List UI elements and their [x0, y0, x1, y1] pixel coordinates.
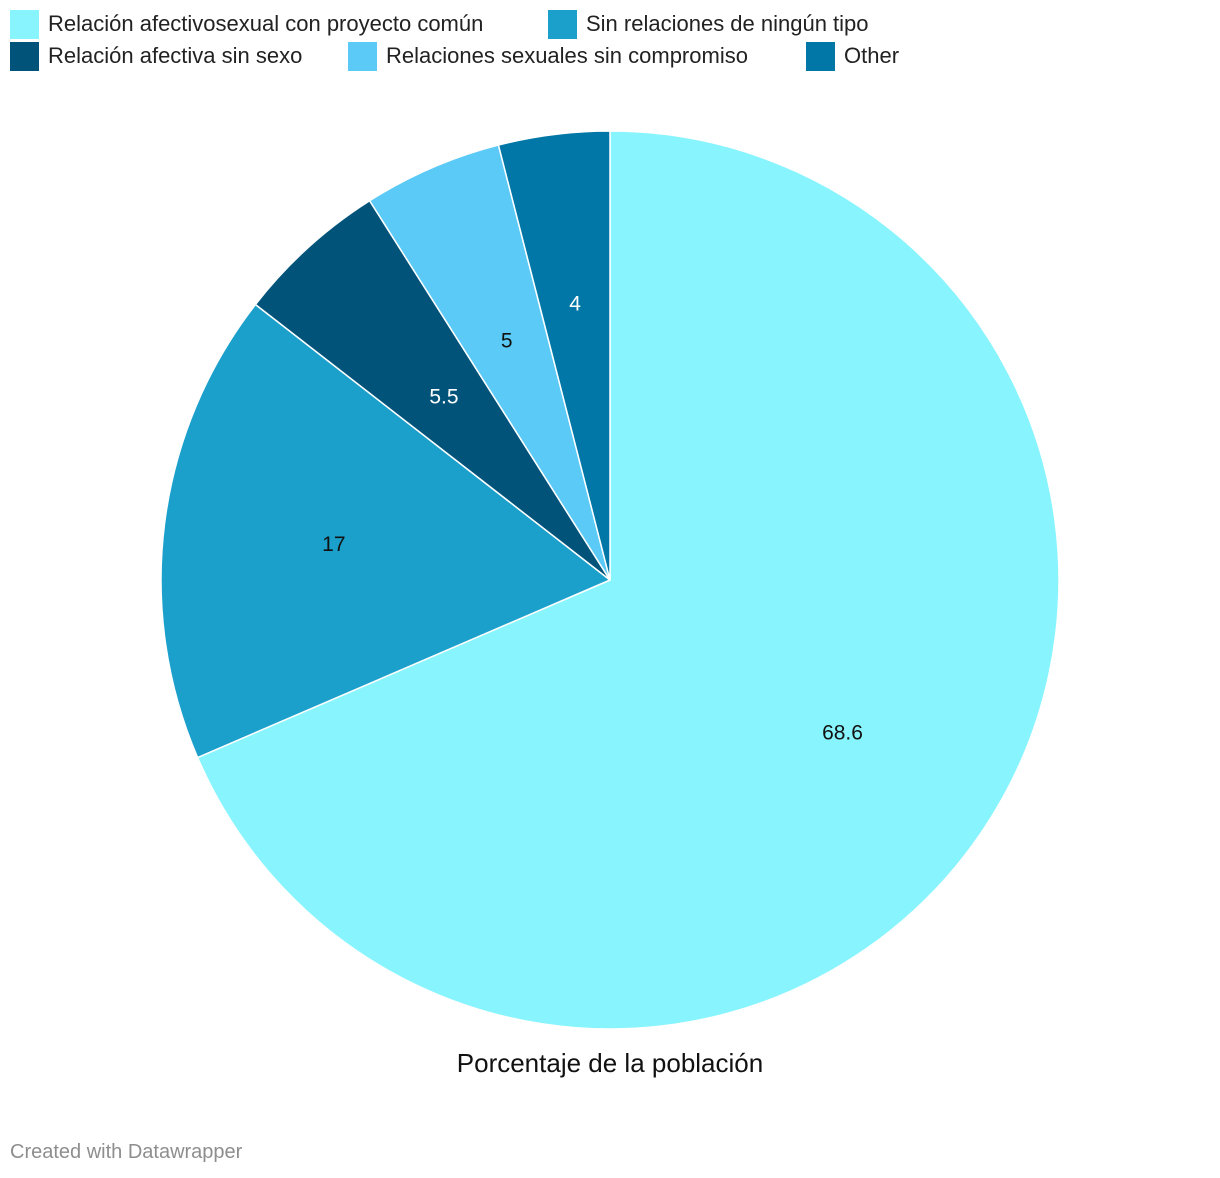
slice-value-label-1: 17 — [322, 533, 345, 556]
credit-text: Created with Datawrapper — [10, 1141, 243, 1163]
pie-slice-4 — [497, 130, 611, 581]
legend-swatch — [10, 9, 39, 39]
slice-value-label-4: 4 — [569, 292, 581, 315]
legend-swatch — [548, 9, 577, 39]
chart-legend: Relación afectivosexual con proyecto com… — [10, 8, 1010, 72]
chart-title: Porcentaje de la población — [456, 1048, 764, 1078]
legend-label: Relación afectiva sin sexo — [48, 43, 303, 68]
legend-label: Relaciones sexuales sin compromiso — [386, 43, 748, 68]
legend-item-relaciones-sexuales: Relaciones sexuales sin compromiso — [348, 40, 748, 72]
legend-item-relacion-afectiva: Relación afectiva sin sexo — [10, 40, 302, 72]
pie-slice-2 — [254, 200, 611, 581]
slice-value-label-3: 5 — [501, 329, 513, 352]
legend-row-2: Relación afectiva sin sexo Relaciones se… — [10, 40, 1010, 72]
legend-swatch — [348, 41, 377, 71]
legend-item-relacion-afectivosexual: Relación afectivosexual con proyecto com… — [10, 8, 483, 40]
pie-slice-1 — [160, 303, 611, 759]
legend-label: Other — [844, 43, 900, 68]
legend-label: Sin relaciones de ningún tipo — [586, 11, 869, 36]
pie-slice-0 — [196, 130, 1060, 1030]
legend-row-1: Relación afectivosexual con proyecto com… — [10, 8, 1010, 40]
slice-value-label-0: 68.6 — [822, 722, 863, 745]
legend-swatch — [806, 41, 835, 71]
legend-swatch — [10, 41, 39, 71]
legend-item-sin-relaciones: Sin relaciones de ningún tipo — [548, 8, 869, 40]
legend-item-other: Other — [806, 40, 899, 72]
slice-value-label-2: 5.5 — [429, 386, 458, 409]
legend-label: Relación afectivosexual con proyecto com… — [48, 11, 484, 36]
